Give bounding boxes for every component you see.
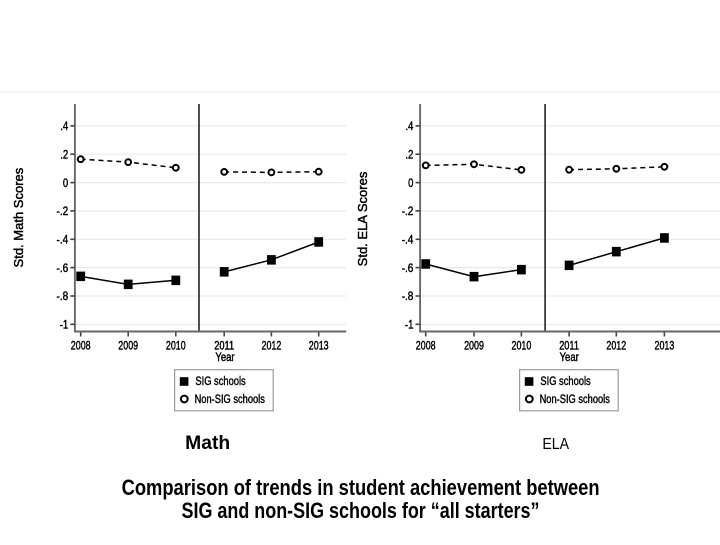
svg-text:Non-SIG schools: Non-SIG schools [540, 394, 610, 406]
svg-text:2008: 2008 [416, 338, 436, 352]
svg-text:-.4: -.4 [57, 233, 69, 247]
svg-text:-.4: -.4 [402, 233, 414, 247]
svg-text:-.2: -.2 [57, 204, 69, 218]
svg-text:2009: 2009 [118, 338, 138, 352]
svg-text:2008: 2008 [71, 338, 91, 352]
svg-text:.2: .2 [60, 147, 68, 161]
svg-text:2011: 2011 [559, 338, 579, 352]
svg-text:Comparison of trends in studen: Comparison of trends in student achievem… [122, 475, 600, 500]
svg-text:2011: 2011 [214, 338, 234, 352]
svg-text:Year: Year [560, 350, 579, 364]
svg-text:Year: Year [215, 350, 234, 364]
svg-text:-1: -1 [60, 318, 69, 332]
svg-text:2010: 2010 [166, 338, 186, 352]
svg-text:.2: .2 [405, 147, 413, 161]
svg-text:-1: -1 [405, 318, 414, 332]
svg-text:-.2: -.2 [402, 204, 414, 218]
svg-text:2013: 2013 [655, 338, 675, 352]
svg-text:Std. Math Scores: Std. Math Scores [11, 167, 26, 267]
svg-text:0: 0 [63, 176, 69, 190]
svg-text:SIG and non-SIG schools for “a: SIG and non-SIG schools for “all starter… [182, 498, 540, 523]
svg-text:2013: 2013 [309, 338, 329, 352]
svg-text:-.6: -.6 [402, 261, 414, 275]
svg-text:SIG schools: SIG schools [195, 376, 246, 388]
svg-text:2009: 2009 [464, 338, 484, 352]
svg-text:2012: 2012 [606, 338, 626, 352]
svg-text:-.8: -.8 [57, 289, 69, 303]
svg-text:.4: .4 [405, 119, 413, 133]
svg-text:2012: 2012 [262, 338, 282, 352]
svg-text:ELA: ELA [542, 436, 569, 453]
svg-text:2010: 2010 [512, 338, 532, 352]
svg-text:SIG schools: SIG schools [540, 376, 591, 388]
svg-text:-.6: -.6 [57, 261, 69, 275]
svg-text:Std. ELA Scores: Std. ELA Scores [355, 171, 370, 266]
svg-text:0: 0 [408, 176, 414, 190]
svg-text:Math: Math [185, 433, 230, 454]
svg-text:.4: .4 [60, 119, 68, 133]
svg-text:-.8: -.8 [402, 289, 414, 303]
svg-text:Non-SIG schools: Non-SIG schools [195, 394, 265, 406]
